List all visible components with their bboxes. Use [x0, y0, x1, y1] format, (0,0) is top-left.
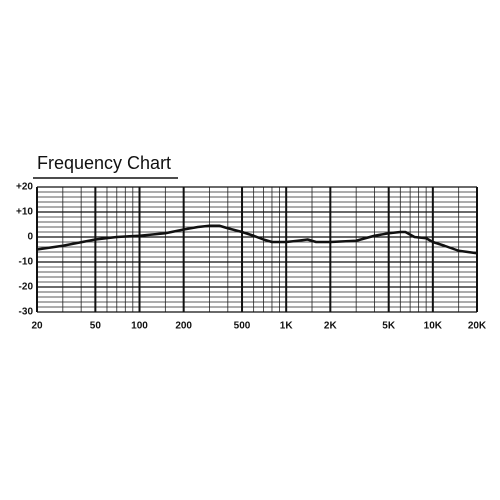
x-tick-label: 10K	[424, 321, 443, 332]
y-tick-label: -20	[19, 282, 34, 293]
x-tick-label: 5K	[382, 321, 396, 332]
y-tick-label: +10	[16, 207, 33, 218]
x-tick-label: 20K	[468, 321, 487, 332]
x-tick-label: 20	[31, 321, 43, 332]
y-tick-label: +20	[16, 182, 33, 193]
chart-title: Frequency Chart	[37, 153, 171, 173]
y-tick-label: -30	[19, 307, 34, 318]
x-tick-label: 500	[234, 321, 251, 332]
x-tick-label: 100	[131, 321, 148, 332]
y-tick-label: -10	[19, 257, 34, 268]
x-tick-label: 2K	[324, 321, 338, 332]
y-tick-label: 0	[27, 232, 33, 243]
x-tick-label: 1K	[280, 321, 294, 332]
x-tick-label: 50	[90, 321, 102, 332]
x-tick-label: 200	[175, 321, 192, 332]
response-line	[36, 224, 478, 255]
